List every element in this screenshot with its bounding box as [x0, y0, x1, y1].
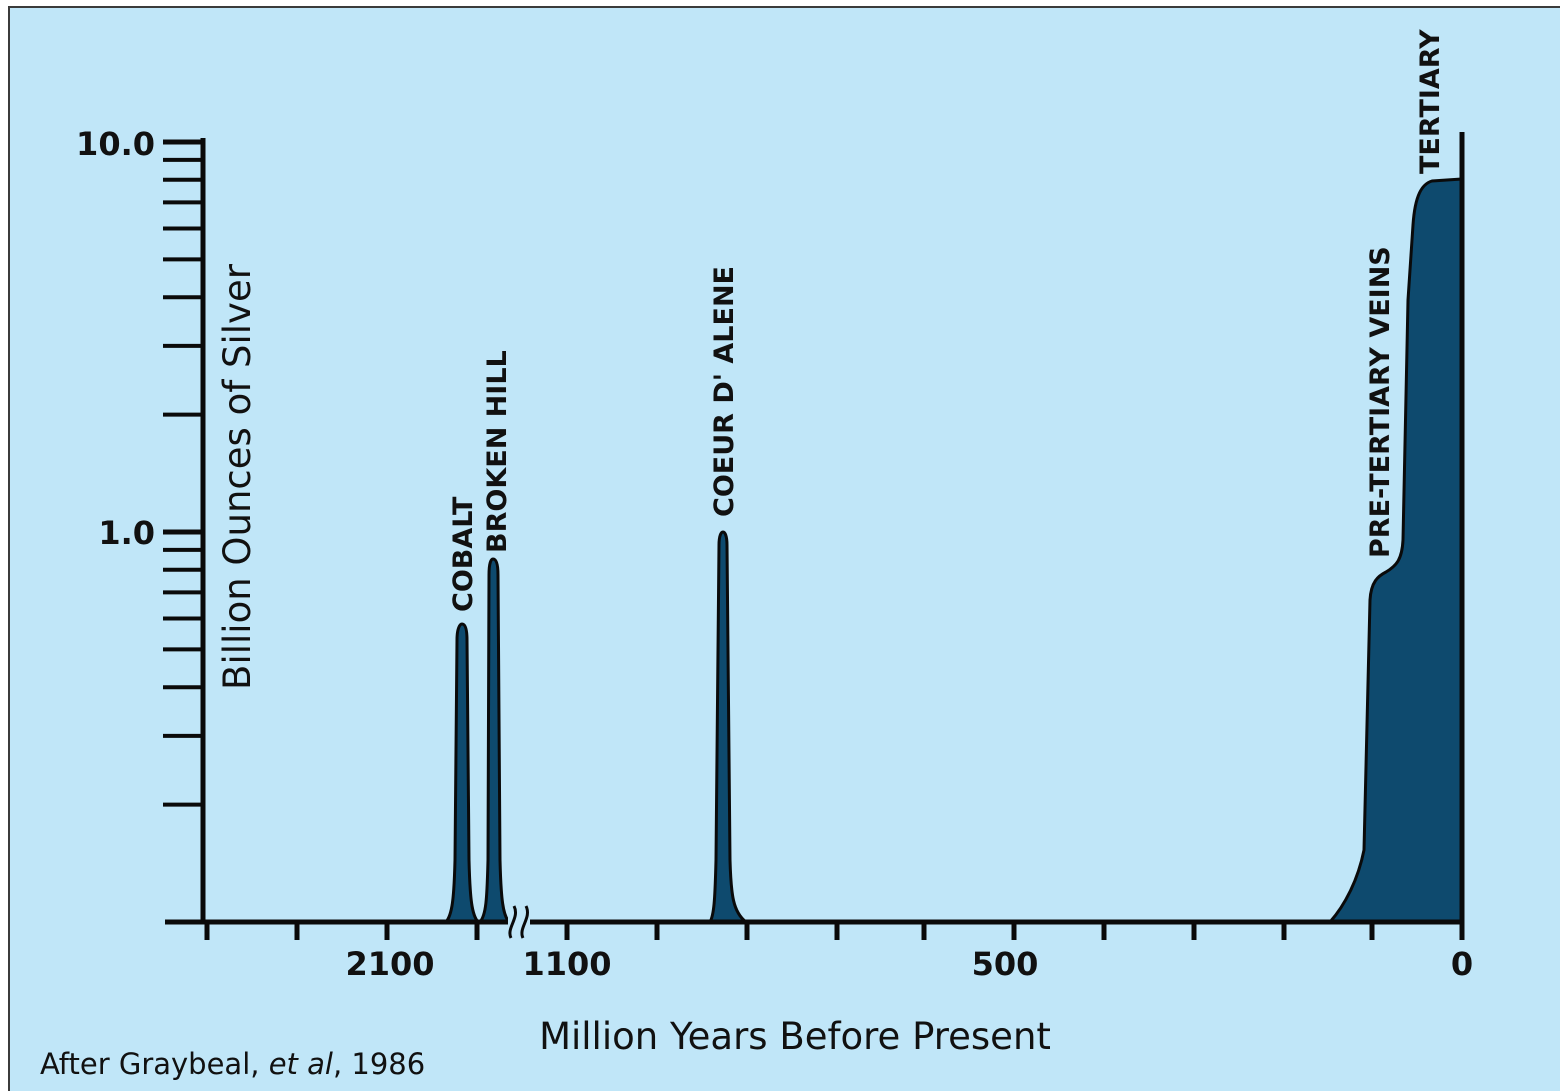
- silver-areas: [442, 177, 1464, 924]
- x-tick-label-1100: 1100: [522, 945, 611, 983]
- chart-frame: [8, 6, 1560, 1091]
- y-tick-label-10: 10.0: [76, 125, 155, 163]
- area-tertiary: [1326, 177, 1464, 924]
- axis-break-symbol: [508, 904, 530, 939]
- x-tick-label-500: 500: [972, 945, 1039, 983]
- label-pre-tertiary-veins: PRE-TERTIARY VEINS: [1365, 246, 1396, 558]
- label-cobalt: COBALT: [448, 496, 479, 612]
- area-broken-hill: [476, 557, 513, 924]
- x-ticks: [204, 922, 1465, 940]
- label-broken-hill: BROKEN HILL: [482, 350, 513, 553]
- label-coeur-d-alene: COEUR D' ALENE: [709, 266, 740, 517]
- axes: [163, 132, 1465, 925]
- x-axis-title: Million Years Before Present: [539, 1015, 1051, 1058]
- y-minor-ticks: [163, 157, 203, 807]
- source-prefix: After Graybeal,: [40, 1047, 269, 1081]
- source-italic: et al: [269, 1047, 333, 1081]
- y-tick-label-1: 1.0: [98, 514, 155, 552]
- y-axis-title: Billion Ounces of Silver: [216, 263, 259, 690]
- label-tertiary: TERTIARY: [1415, 29, 1446, 174]
- source-suffix: , 1986: [333, 1047, 425, 1081]
- area-coeur-d-alene: [707, 530, 751, 924]
- source-note: After Graybeal, et al, 1986: [40, 1047, 425, 1081]
- x-tick-label-0: 0: [1451, 945, 1473, 983]
- x-tick-label-2100: 2100: [345, 945, 434, 983]
- area-cobalt: [442, 622, 482, 924]
